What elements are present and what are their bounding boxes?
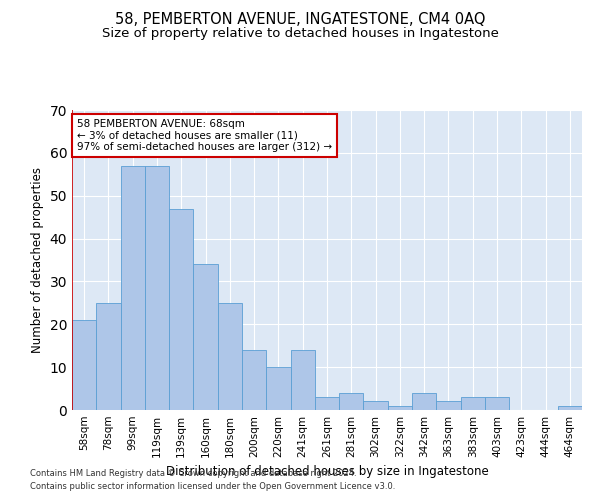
- Bar: [558, 406, 582, 410]
- Bar: [436, 402, 461, 410]
- Bar: [388, 406, 412, 410]
- Text: 58, PEMBERTON AVENUE, INGATESTONE, CM4 0AQ: 58, PEMBERTON AVENUE, INGATESTONE, CM4 0…: [115, 12, 485, 28]
- Bar: [96, 303, 121, 410]
- Bar: [242, 350, 266, 410]
- Bar: [339, 393, 364, 410]
- Bar: [485, 397, 509, 410]
- Text: Contains public sector information licensed under the Open Government Licence v3: Contains public sector information licen…: [30, 482, 395, 491]
- Bar: [364, 402, 388, 410]
- Bar: [72, 320, 96, 410]
- X-axis label: Distribution of detached houses by size in Ingatestone: Distribution of detached houses by size …: [166, 466, 488, 478]
- Bar: [145, 166, 169, 410]
- Bar: [218, 303, 242, 410]
- Bar: [315, 397, 339, 410]
- Bar: [169, 208, 193, 410]
- Bar: [266, 367, 290, 410]
- Bar: [193, 264, 218, 410]
- Text: Contains HM Land Registry data © Crown copyright and database right 2024.: Contains HM Land Registry data © Crown c…: [30, 468, 356, 477]
- Bar: [412, 393, 436, 410]
- Bar: [461, 397, 485, 410]
- Text: 58 PEMBERTON AVENUE: 68sqm
← 3% of detached houses are smaller (11)
97% of semi-: 58 PEMBERTON AVENUE: 68sqm ← 3% of detac…: [77, 119, 332, 152]
- Text: Size of property relative to detached houses in Ingatestone: Size of property relative to detached ho…: [101, 28, 499, 40]
- Bar: [121, 166, 145, 410]
- Y-axis label: Number of detached properties: Number of detached properties: [31, 167, 44, 353]
- Bar: [290, 350, 315, 410]
